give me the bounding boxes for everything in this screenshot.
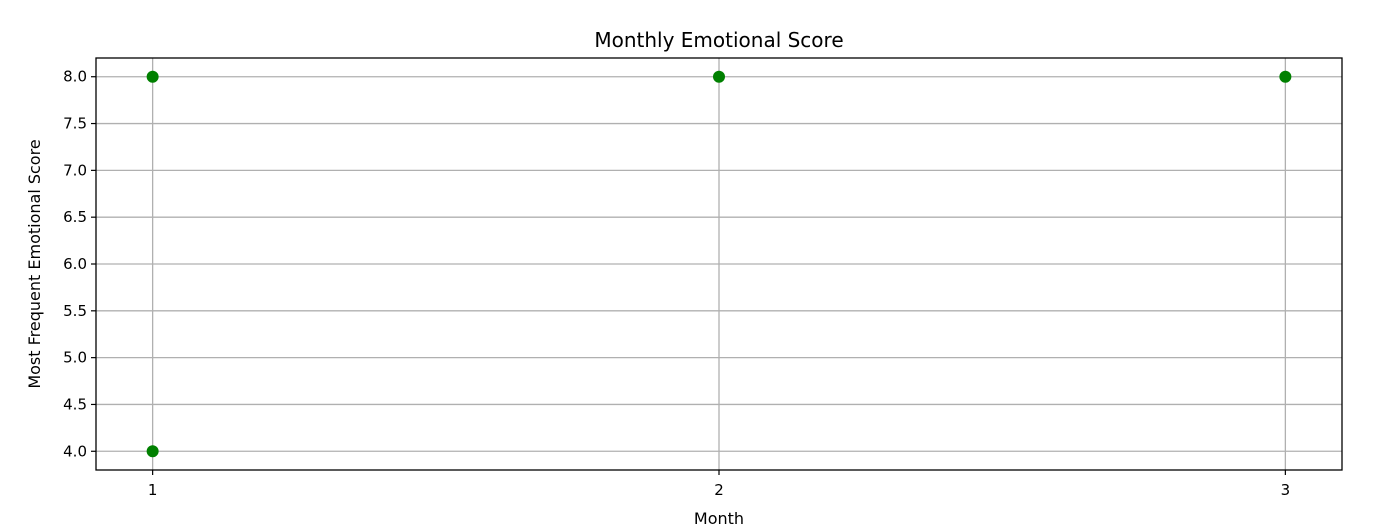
data-point: [1279, 70, 1292, 83]
y-tick-label: 4.5: [63, 395, 87, 413]
x-tick-label: 3: [1281, 481, 1291, 499]
x-axis-title: Month: [694, 509, 744, 528]
grid-layer: [96, 58, 1342, 470]
y-tick-label: 6.5: [63, 208, 87, 226]
y-tick-label: 5.0: [63, 349, 87, 367]
y-tick-label: 7.0: [63, 161, 87, 179]
data-point: [146, 70, 159, 83]
x-tick-label: 2: [714, 481, 724, 499]
y-tick-label: 8.0: [63, 68, 87, 86]
data-point: [713, 70, 725, 83]
y-tick-label: 4.0: [63, 442, 87, 460]
y-tick-label: 6.0: [63, 255, 87, 273]
chart-title: Monthly Emotional Score: [594, 28, 843, 52]
ticks-layer: 4.0 4.5 5.0 5.5 6.0 6.5 7.0 7.5 8.0 1 2 3: [63, 68, 1290, 499]
x-tick-label: 1: [148, 481, 158, 499]
y-tick-label: 7.5: [63, 115, 87, 133]
marks-layer: [146, 70, 1292, 458]
data-point: [146, 445, 159, 458]
y-axis-title: Most Frequent Emotional Score: [25, 139, 44, 388]
y-tick-label: 5.5: [63, 302, 87, 320]
